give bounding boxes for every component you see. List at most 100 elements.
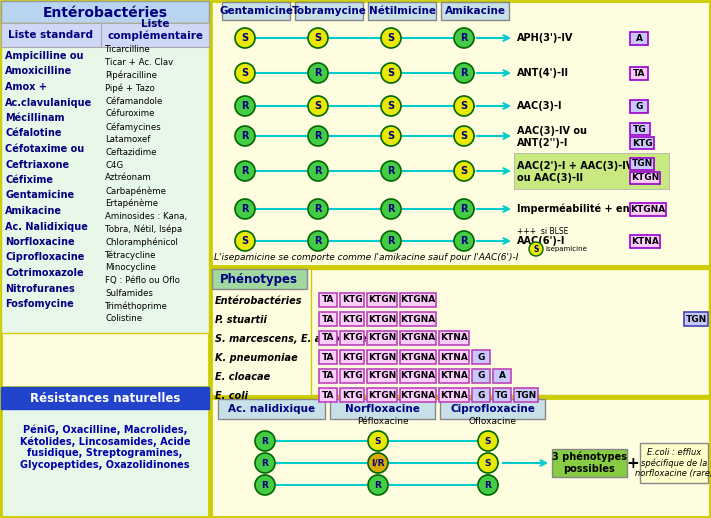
Text: E. cloacae: E. cloacae [215,372,270,382]
Text: S: S [375,437,381,445]
FancyBboxPatch shape [211,268,710,396]
Text: TGN: TGN [685,314,707,324]
Text: Mécillinam: Mécillinam [5,113,65,123]
Text: TA: TA [322,391,334,399]
FancyBboxPatch shape [400,331,436,345]
FancyBboxPatch shape [400,293,436,307]
FancyBboxPatch shape [340,388,364,402]
FancyBboxPatch shape [211,398,710,517]
FancyBboxPatch shape [472,369,490,383]
Text: L'isepamicine se comporte comme l'amikacine sauf pour l'AAC(6')-I: L'isepamicine se comporte comme l'amikac… [214,253,518,263]
Text: KTG: KTG [342,353,363,362]
Text: R: R [387,236,395,246]
FancyBboxPatch shape [340,350,364,364]
Text: KTGNA: KTGNA [400,334,436,342]
FancyBboxPatch shape [319,312,337,326]
Text: Céfamycines: Céfamycines [105,122,161,132]
Text: S. marcescens, E. aerogenes: S. marcescens, E. aerogenes [215,334,373,344]
Text: TGN: TGN [631,160,653,168]
Text: TA: TA [322,371,334,381]
Circle shape [381,231,401,251]
Circle shape [478,431,498,451]
Text: S: S [533,244,539,253]
Text: Ceftazidime: Ceftazidime [105,148,156,157]
FancyBboxPatch shape [1,1,209,517]
Text: TGN: TGN [515,391,537,399]
Text: S: S [387,68,395,78]
Text: PéniG, Oxacilline, Macrolides,
Kétolides, Lincosamides, Acide
fusidique, Strepto: PéniG, Oxacilline, Macrolides, Kétolides… [20,424,191,470]
Text: KTGNA: KTGNA [631,205,665,214]
Text: Nitrofuranes: Nitrofuranes [5,283,75,294]
FancyBboxPatch shape [319,293,337,307]
FancyBboxPatch shape [101,23,209,47]
FancyBboxPatch shape [367,350,397,364]
Circle shape [368,431,388,451]
FancyBboxPatch shape [319,350,337,364]
Circle shape [478,453,498,473]
Text: Norfloxacine: Norfloxacine [345,404,420,414]
Circle shape [235,199,255,219]
Circle shape [308,63,328,83]
Text: +++  si BLSE: +++ si BLSE [517,226,568,236]
Text: S: S [314,33,321,43]
Text: E.coli : efflux
spécifique de la
norfloxacine (rare): E.coli : efflux spécifique de la norflox… [635,448,711,478]
Text: R: R [387,166,395,176]
FancyBboxPatch shape [367,312,397,326]
Text: Céfotaxime ou: Céfotaxime ou [5,144,84,154]
Text: Latamoxef: Latamoxef [105,135,150,144]
FancyBboxPatch shape [340,293,364,307]
Circle shape [235,231,255,251]
FancyBboxPatch shape [340,312,364,326]
Circle shape [454,96,474,116]
FancyBboxPatch shape [439,350,469,364]
Circle shape [381,199,401,219]
Text: ou AAC(3)-II: ou AAC(3)-II [517,173,583,183]
Text: Pipéracilline: Pipéracilline [105,71,157,80]
Circle shape [529,242,543,256]
FancyBboxPatch shape [439,369,469,383]
Circle shape [381,63,401,83]
FancyBboxPatch shape [319,369,337,383]
FancyBboxPatch shape [472,350,490,364]
Text: R: R [314,68,322,78]
Text: TG: TG [634,124,647,134]
Circle shape [308,96,328,116]
Text: Phénotypes: Phénotypes [220,272,298,285]
Text: Amikacine: Amikacine [5,206,62,216]
Text: TA: TA [322,334,334,342]
Text: S: S [461,131,468,141]
FancyBboxPatch shape [400,350,436,364]
Circle shape [235,126,255,146]
Text: Carbapénème: Carbapénème [105,186,166,196]
Text: Tobra, Nétil, Isépa: Tobra, Nétil, Isépa [105,224,182,234]
Text: KTGN: KTGN [368,391,396,399]
FancyBboxPatch shape [1,387,209,517]
Circle shape [381,96,401,116]
Text: A: A [498,371,506,381]
Text: R: R [262,458,269,468]
FancyBboxPatch shape [400,388,436,402]
Circle shape [235,161,255,181]
Text: S: S [387,131,395,141]
Text: Ertapénème: Ertapénème [105,199,158,208]
Text: +: + [626,455,639,470]
FancyBboxPatch shape [367,388,397,402]
FancyBboxPatch shape [441,2,509,20]
Circle shape [308,161,328,181]
Text: Triméthoprime: Triméthoprime [105,301,168,311]
Text: Liste
complémentaire: Liste complémentaire [107,19,203,41]
Text: G: G [477,391,485,399]
FancyBboxPatch shape [212,269,307,289]
FancyBboxPatch shape [330,399,435,419]
Text: KTGNA: KTGNA [400,295,436,305]
FancyBboxPatch shape [684,312,708,326]
FancyBboxPatch shape [440,399,545,419]
Text: Isepamicine: Isepamicine [545,246,587,252]
Circle shape [454,63,474,83]
Text: S: S [242,68,249,78]
Text: AAC(6')-I: AAC(6')-I [517,236,565,246]
Text: Tobramycine: Tobramycine [292,6,366,16]
FancyBboxPatch shape [514,388,538,402]
Text: AAC(2')-I + AAC(3)-IV: AAC(2')-I + AAC(3)-IV [517,161,634,171]
Text: S: S [387,33,395,43]
